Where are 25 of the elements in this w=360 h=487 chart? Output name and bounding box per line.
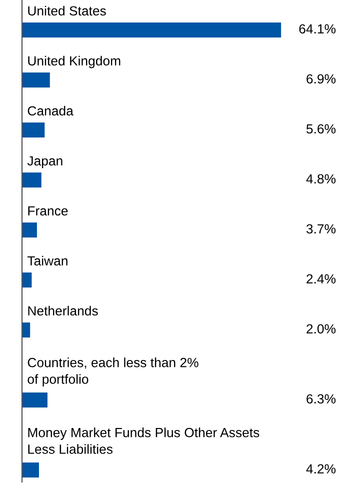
y-tick-label: United States bbox=[28, 6, 106, 16]
data-label: 3.7% bbox=[306, 224, 336, 234]
y-tick-label: Japan bbox=[27, 156, 62, 168]
y-tick-label: United Kingdom bbox=[28, 56, 120, 68]
y-tick-label: Countries, each less than 2% of portfolio bbox=[28, 358, 198, 386]
bar bbox=[22, 322, 30, 338]
data-label: 6.3% bbox=[306, 394, 336, 404]
data-label: 4.8% bbox=[306, 174, 336, 184]
y-tick-label: Money Market Funds Plus Other Assets Less Liabilities bbox=[28, 428, 260, 454]
bar bbox=[22, 222, 37, 238]
y-tick-label: France bbox=[28, 206, 68, 216]
bar bbox=[22, 272, 32, 288]
bar bbox=[22, 72, 50, 88]
y-tick-label: Netherlands bbox=[28, 306, 98, 316]
bar bbox=[22, 22, 282, 38]
data-label: 5.6% bbox=[306, 124, 336, 134]
data-label: 2.0% bbox=[306, 324, 336, 334]
y-tick-label: Taiwan bbox=[27, 256, 68, 266]
data-label: 64.1% bbox=[299, 24, 336, 34]
data-label: 6.9% bbox=[306, 74, 336, 84]
data-label: 4.2% bbox=[306, 464, 336, 474]
y-tick-label: Canada bbox=[28, 106, 74, 116]
bar bbox=[22, 122, 45, 138]
data-label: 2.4% bbox=[306, 274, 336, 284]
bar bbox=[22, 172, 42, 188]
